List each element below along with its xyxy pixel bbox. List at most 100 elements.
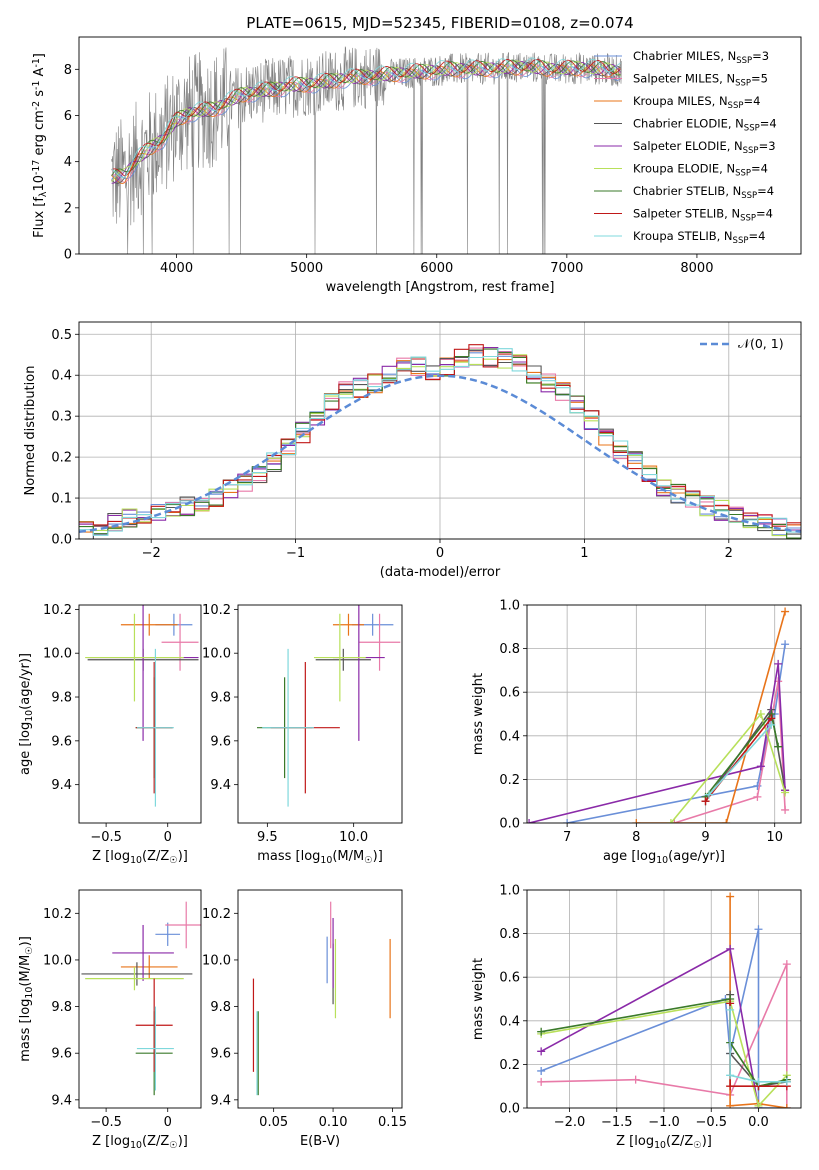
y-tick-label: 10.2 — [43, 603, 72, 618]
y-tick-label: 9.8 — [51, 691, 72, 706]
series-marker — [774, 659, 783, 668]
series-marker — [726, 1082, 735, 1091]
y-axis-label: Normed distribution — [23, 366, 38, 496]
legend-label: Kroupa MILES, NSSP=4 — [633, 94, 760, 111]
y-tick-label: 9.8 — [210, 691, 231, 706]
series-marker — [666, 819, 675, 823]
mass-weight-age-frame — [526, 604, 802, 824]
series-marker — [563, 819, 572, 823]
x-tick-label: 0.05 — [259, 1115, 288, 1130]
series-marker — [782, 1104, 791, 1108]
age-Z-frame — [78, 604, 202, 824]
series-marker — [781, 788, 790, 797]
mass-Z-frame — [78, 889, 202, 1109]
y-tick-label: 0.6 — [499, 686, 520, 701]
x-tick-label: −0.5 — [695, 1115, 727, 1130]
y-tick-label: 10.0 — [202, 647, 231, 662]
age-mass-plot-area — [256, 605, 401, 807]
x-tick-label: −1.5 — [601, 1115, 633, 1130]
x-axis-label: Z [log10(Z/Z☉)] — [92, 849, 188, 866]
y-tick-label: 9.6 — [210, 1047, 231, 1062]
legend-label: Chabrier STELIB, NSSP=4 — [633, 184, 774, 201]
y-tick-label: 0.4 — [51, 369, 72, 384]
y-tick-label: 9.4 — [51, 1093, 72, 1108]
x-axis-label: Z [log10(Z/Z☉)] — [616, 1134, 712, 1151]
legend-label: Salpeter ELODIE, NSSP=3 — [633, 139, 776, 156]
mass-Z-plot-area — [81, 901, 201, 1096]
y-tick-label: 9.4 — [210, 778, 231, 793]
x-tick-label: 2 — [725, 546, 733, 561]
x-tick-label: 0.0 — [748, 1115, 769, 1130]
legend-label: Chabrier ELODIE, NSSP=4 — [633, 117, 777, 134]
series-marker — [781, 607, 790, 616]
series-marker — [631, 1075, 640, 1084]
x-tick-label: 10 — [766, 830, 783, 845]
y-tick-label: 0 — [64, 248, 72, 263]
series-marker — [774, 742, 783, 751]
x-tick-label: 8000 — [680, 261, 713, 276]
legend-label: Chabrier MILES, NSSP=3 — [633, 49, 769, 66]
series-marker — [782, 1077, 791, 1086]
series-marker — [701, 797, 710, 806]
series-marker — [726, 1101, 735, 1108]
y-tick-label: 0.5 — [51, 328, 72, 343]
y-tick-label: 9.6 — [210, 734, 231, 749]
x-axis-label: mass [log10(M/M☉)] — [257, 849, 383, 866]
y-tick-label: 0.8 — [499, 927, 520, 942]
series-marker — [726, 1005, 735, 1014]
series-marker — [537, 1027, 546, 1036]
y-axis-label: mass [log10(M/M☉)] — [18, 936, 35, 1062]
series-marker — [781, 640, 790, 649]
x-tick-label: 9.5 — [257, 830, 278, 845]
x-tick-label: 5000 — [290, 261, 323, 276]
x-tick-label: 10.0 — [339, 830, 368, 845]
spectrum-model-line — [111, 57, 621, 179]
y-tick-label: 0.3 — [51, 410, 72, 425]
series-marker — [753, 792, 762, 801]
series-marker — [722, 819, 731, 823]
x-tick-label: −0.5 — [90, 1115, 122, 1130]
y-tick-label: 0.4 — [499, 729, 520, 744]
y-tick-label: 9.6 — [51, 734, 72, 749]
mass-Z-axes: −0.5 0 9.4 9.6 9.8 10.0 10.2 Z [log10(Z/Z☉)] mas… — [18, 889, 202, 1151]
x-tick-label: 7 — [563, 830, 571, 845]
series-marker — [754, 1077, 763, 1086]
y-tick-label: 1.0 — [499, 884, 520, 899]
y-tick-label: 8 — [64, 63, 72, 78]
series-marker — [527, 819, 534, 823]
age-mass-axes: 9.5 10.0 9.4 9.6 9.8 10.0 10.2 mass [log10(M/M☉… — [202, 603, 403, 866]
y-tick-label: 0.0 — [499, 1102, 520, 1117]
series-marker — [754, 1101, 763, 1108]
x-tick-label: 0.10 — [319, 1115, 348, 1130]
age-mass-frame — [237, 604, 403, 824]
y-axis-label: Flux [fλ10-17 erg cm-2 s-1 A-1] — [31, 53, 48, 238]
y-tick-label: 0.0 — [51, 533, 72, 548]
series-marker — [537, 1066, 546, 1075]
y-tick-label: 0.2 — [499, 1058, 520, 1073]
residuals-axes: −2 −1 0 1 2 0.0 0.1 0.2 0.3 0.4 0.5 (data-model)/er… — [23, 321, 802, 580]
mass-weight-Z-axes: −2.0 −1.5 −1.0 −0.5 0.0 0.0 0.2 0.4 0.6 0.8 1.0 Z [… — [471, 884, 802, 1151]
mass-ebv-plot-area — [252, 901, 391, 1096]
y-tick-label: 0.0 — [499, 817, 520, 832]
age-Z-plot-area — [85, 605, 199, 807]
y-tick-label: 9.6 — [51, 1047, 72, 1062]
legend-label: Salpeter MILES, NSSP=5 — [633, 72, 768, 89]
x-tick-label: 0 — [436, 546, 444, 561]
y-tick-label: 10.0 — [43, 647, 72, 662]
spectrum-legend: Chabrier MILES, NSSP=3 Salpeter MILES, NS… — [594, 49, 777, 246]
series-marker — [767, 720, 776, 729]
series-line — [540, 929, 787, 1108]
y-tick-label: 9.8 — [51, 1000, 72, 1015]
age-Z-axes: −0.5 0 9.4 9.6 9.8 10.0 10.2 Z [log10(Z/Z☉)] age… — [18, 603, 202, 866]
series-marker — [704, 790, 713, 799]
y-tick-label: 9.8 — [210, 1000, 231, 1015]
x-tick-label: 4000 — [160, 261, 193, 276]
series-marker — [782, 960, 791, 969]
legend-label: 𝒩(0, 1) — [738, 336, 784, 351]
mass-weight-age-plot-area — [527, 607, 790, 823]
x-tick-label: −2.0 — [554, 1115, 586, 1130]
series-marker — [632, 819, 641, 823]
x-tick-label: 7000 — [550, 261, 583, 276]
series-marker — [537, 1077, 546, 1086]
